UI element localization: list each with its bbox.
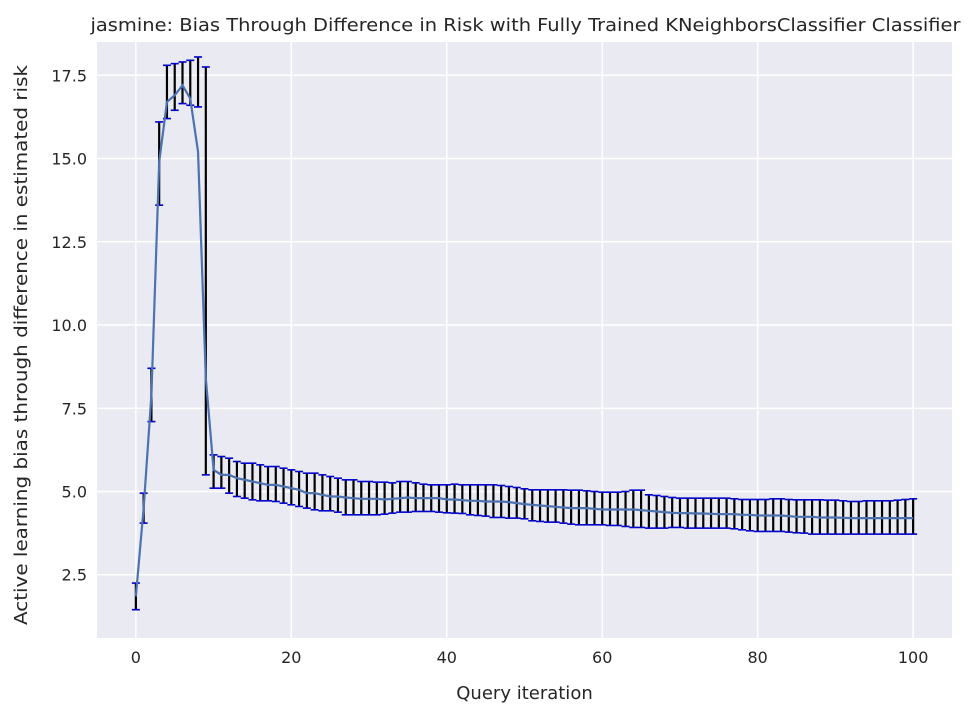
error-bar [318, 474, 327, 512]
y-tick-label: 12.5 [51, 233, 87, 252]
error-bar [170, 62, 179, 112]
error-bar [217, 455, 226, 489]
error-bar [396, 480, 405, 513]
x-tick-label: 100 [898, 648, 929, 667]
x-axis-ticks: 0 20 40 60 80 100 [131, 648, 929, 667]
error-bar [201, 66, 210, 476]
chart-title: jasmine: Bias Through Difference in Risk… [89, 15, 961, 36]
error-bar [333, 477, 342, 513]
x-axis-label: Query iteration [456, 683, 592, 704]
error-bar [264, 465, 272, 502]
error-bar [194, 56, 203, 108]
y-axis-label: Active learning bias through difference … [11, 64, 32, 625]
y-tick-label: 5.0 [62, 482, 87, 501]
y-tick-label: 15.0 [51, 150, 87, 169]
y-tick-label: 2.5 [62, 566, 87, 585]
series-line [134, 83, 914, 597]
y-axis-ticks: 2.5 5.0 7.5 10.0 12.5 15.0 17.5 [51, 66, 87, 584]
y-tick-label: 7.5 [62, 399, 87, 418]
error-bar [326, 475, 335, 512]
y-tick-label: 10.0 [51, 316, 87, 335]
y-tick-label: 17.5 [51, 66, 87, 85]
x-tick-label: 0 [131, 648, 141, 667]
grid [97, 42, 952, 638]
x-tick-label: 80 [748, 648, 768, 667]
error-bar [302, 472, 311, 509]
error-bar [310, 472, 319, 511]
x-tick-label: 60 [592, 648, 612, 667]
error-bar [901, 498, 910, 535]
x-tick-label: 40 [437, 648, 457, 667]
error-bar [178, 61, 187, 105]
plot-area [97, 42, 952, 638]
error-bar [380, 481, 389, 515]
error-bar [909, 498, 918, 535]
error-bar [637, 489, 646, 529]
x-tick-label: 20 [281, 648, 301, 667]
